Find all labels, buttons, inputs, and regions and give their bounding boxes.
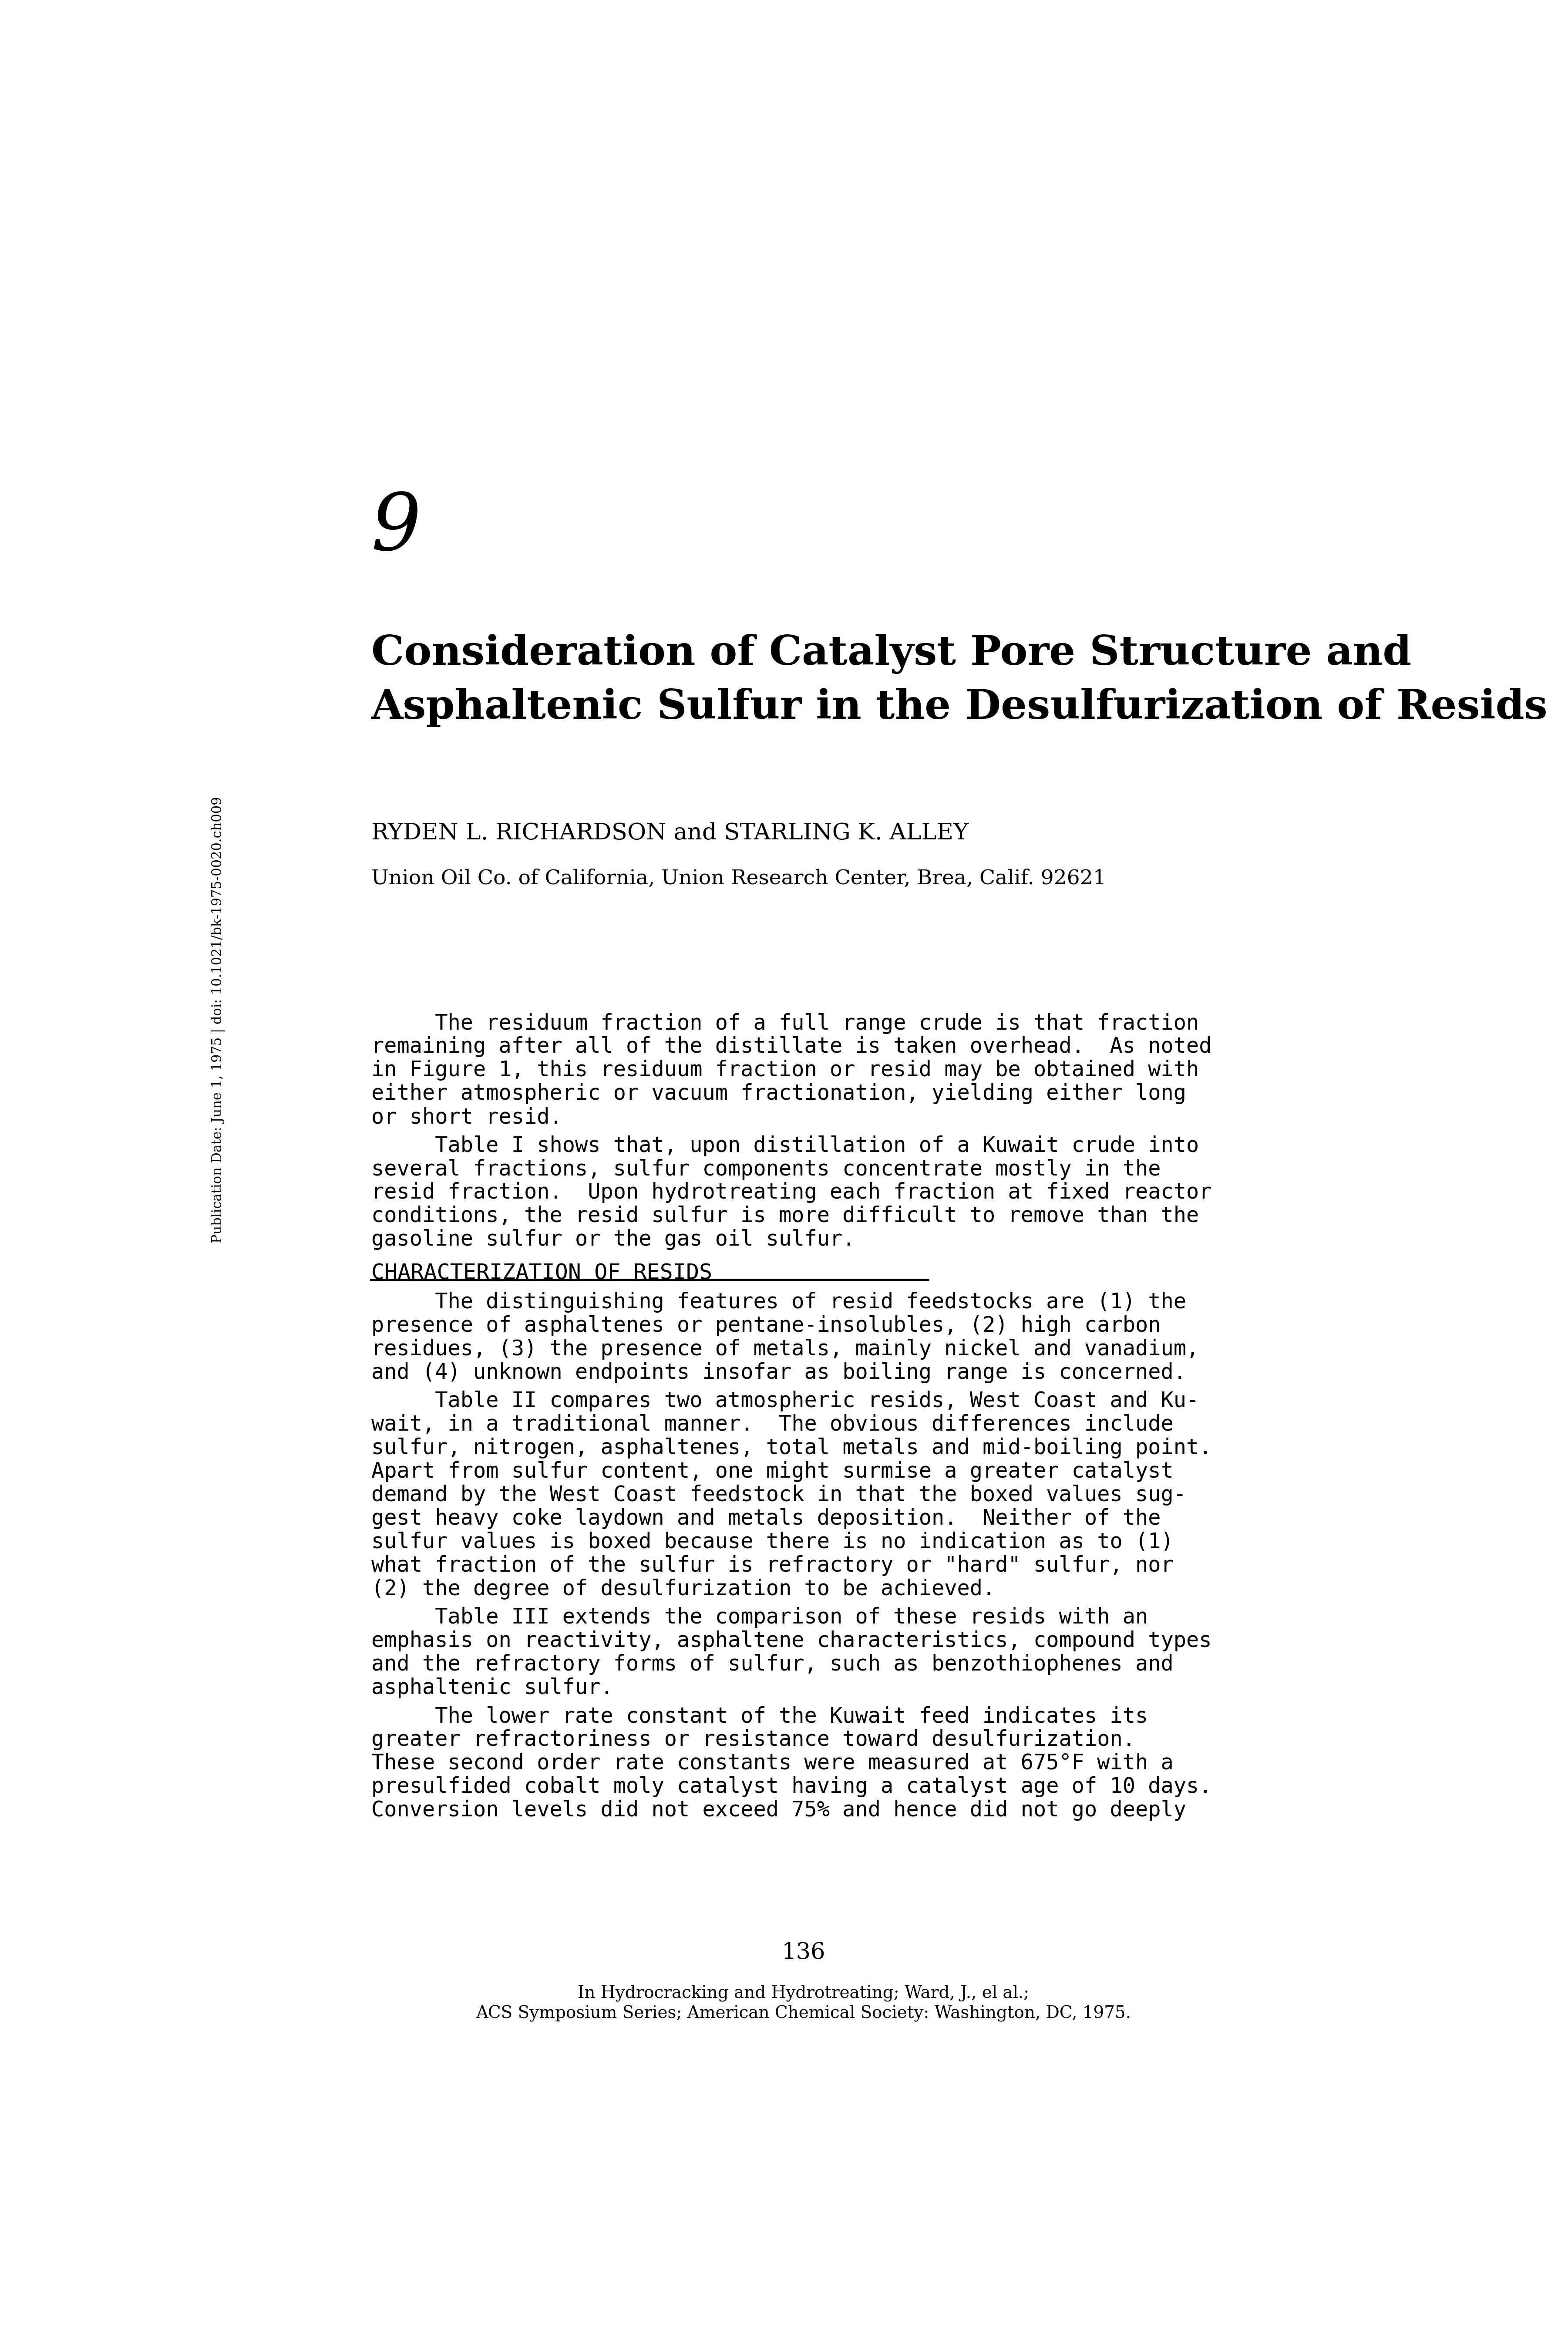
Text: emphasis on reactivity, asphaltene characteristics, compound types: emphasis on reactivity, asphaltene chara… [372,1632,1212,1650]
Text: sulfur values is boxed because there is no indication as to (1): sulfur values is boxed because there is … [372,1531,1173,1552]
Text: CHARACTERIZATION OF RESIDS: CHARACTERIZATION OF RESIDS [372,1262,712,1284]
Text: or short resid.: or short resid. [372,1107,563,1128]
Text: 136: 136 [782,1942,825,1963]
Text: several fractions, sulfur components concentrate mostly in the: several fractions, sulfur components con… [372,1159,1160,1180]
Text: what fraction of the sulfur is refractory or "hard" sulfur, nor: what fraction of the sulfur is refractor… [372,1554,1173,1575]
Text: 9: 9 [372,489,422,567]
Text: greater refractoriness or resistance toward desulfurization.: greater refractoriness or resistance tow… [372,1730,1135,1749]
Text: ACS Symposium Series; American Chemical Society: Washington, DC, 1975.: ACS Symposium Series; American Chemical … [477,2005,1131,2022]
Text: Asphaltenic Sulfur in the Desulfurization of Resids: Asphaltenic Sulfur in the Desulfurizatio… [372,689,1548,726]
Text: Union Oil Co. of California, Union Research Center, Brea, Calif. 92621: Union Oil Co. of California, Union Resea… [372,870,1107,889]
Text: Publication Date: June 1, 1975 | doi: 10.1021/bk-1975-0020.ch009: Publication Date: June 1, 1975 | doi: 10… [212,797,224,1244]
Text: asphaltenic sulfur.: asphaltenic sulfur. [372,1676,613,1697]
Text: presulfided cobalt moly catalyst having a catalyst age of 10 days.: presulfided cobalt moly catalyst having … [372,1777,1212,1796]
Text: (2) the degree of desulfurization to be achieved.: (2) the degree of desulfurization to be … [372,1578,996,1599]
Text: and the refractory forms of sulfur, such as benzothiophenes and: and the refractory forms of sulfur, such… [372,1653,1173,1674]
Text: gest heavy coke laydown and metals deposition.  Neither of the: gest heavy coke laydown and metals depos… [372,1507,1160,1528]
Text: Table II compares two atmospheric resids, West Coast and Ku-: Table II compares two atmospheric resids… [372,1392,1200,1411]
Text: The residuum fraction of a full range crude is that fraction: The residuum fraction of a full range cr… [372,1013,1200,1034]
Text: conditions, the resid sulfur is more difficult to remove than the: conditions, the resid sulfur is more dif… [372,1206,1200,1227]
Text: In Hydrocracking and Hydrotreating; Ward, J., el al.;: In Hydrocracking and Hydrotreating; Ward… [579,1984,1029,2001]
Text: wait, in a traditional manner.  The obvious differences include: wait, in a traditional manner. The obvio… [372,1415,1173,1434]
Text: Conversion levels did not exceed 75% and hence did not go deeply: Conversion levels did not exceed 75% and… [372,1801,1187,1820]
Text: Table III extends the comparison of these resids with an: Table III extends the comparison of thes… [372,1608,1148,1627]
Text: RYDEN L. RICHARDSON and STARLING K. ALLEY: RYDEN L. RICHARDSON and STARLING K. ALLE… [372,823,969,844]
Text: The distinguishing features of resid feedstocks are (1) the: The distinguishing features of resid fee… [372,1291,1187,1312]
Text: sulfur, nitrogen, asphaltenes, total metals and mid-boiling point.: sulfur, nitrogen, asphaltenes, total met… [372,1439,1212,1458]
Text: Apart from sulfur content, one might surmise a greater catalyst: Apart from sulfur content, one might sur… [372,1460,1173,1481]
Text: Consideration of Catalyst Pore Structure and: Consideration of Catalyst Pore Structure… [372,635,1411,675]
Text: residues, (3) the presence of metals, mainly nickel and vanadium,: residues, (3) the presence of metals, ma… [372,1338,1200,1359]
Text: Table I shows that, upon distillation of a Kuwait crude into: Table I shows that, upon distillation of… [372,1136,1200,1157]
Text: These second order rate constants were measured at 675°F with a: These second order rate constants were m… [372,1754,1173,1773]
Text: remaining after all of the distillate is taken overhead.  As noted: remaining after all of the distillate is… [372,1037,1212,1058]
Text: resid fraction.  Upon hydrotreating each fraction at fixed reactor: resid fraction. Upon hydrotreating each … [372,1183,1212,1204]
Text: The lower rate constant of the Kuwait feed indicates its: The lower rate constant of the Kuwait fe… [372,1707,1148,1726]
Text: presence of asphaltenes or pentane-insolubles, (2) high carbon: presence of asphaltenes or pentane-insol… [372,1314,1160,1335]
Text: demand by the West Coast feedstock in that the boxed values sug-: demand by the West Coast feedstock in th… [372,1483,1187,1505]
Text: either atmospheric or vacuum fractionation, yielding either long: either atmospheric or vacuum fractionati… [372,1084,1187,1105]
Text: gasoline sulfur or the gas oil sulfur.: gasoline sulfur or the gas oil sulfur. [372,1230,855,1251]
Text: and (4) unknown endpoints insofar as boiling range is concerned.: and (4) unknown endpoints insofar as boi… [372,1361,1187,1382]
Text: in Figure 1, this residuum fraction or resid may be obtained with: in Figure 1, this residuum fraction or r… [372,1060,1200,1081]
